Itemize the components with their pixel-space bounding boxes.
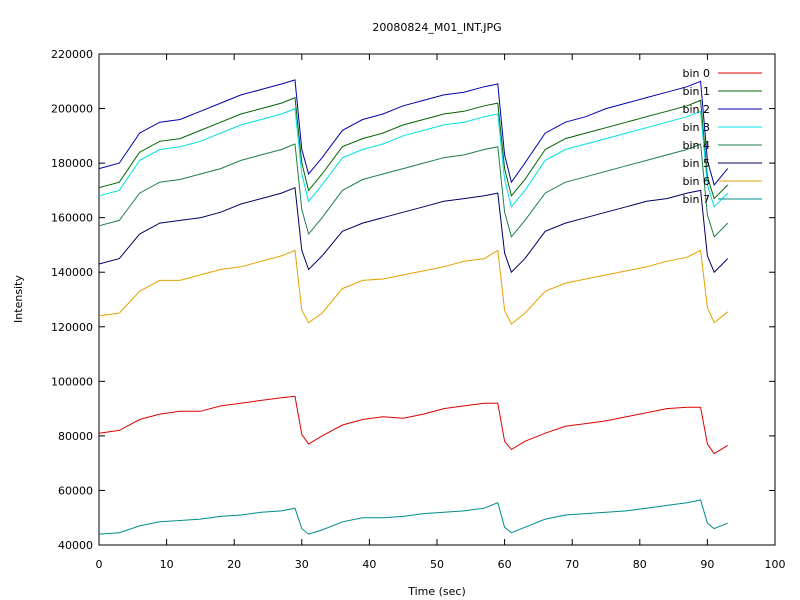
legend-label: bin 1 bbox=[682, 85, 710, 98]
y-tick-label: 80000 bbox=[58, 430, 93, 443]
y-tick-label: 160000 bbox=[51, 212, 93, 225]
x-axis-ticks: 0 10 20 30 40 50 60 70 80 90 100 bbox=[96, 54, 786, 571]
y-tick-label: 220000 bbox=[51, 48, 93, 61]
series-line-bin-6 bbox=[98, 249, 729, 325]
plot-border bbox=[98, 53, 776, 546]
y-axis-label: Intensity bbox=[12, 275, 25, 323]
series-layer bbox=[98, 79, 729, 535]
x-tick-label: 70 bbox=[565, 558, 579, 571]
x-tick-label: 50 bbox=[430, 558, 444, 571]
x-tick-label: 0 bbox=[96, 558, 103, 571]
x-tick-label: 10 bbox=[160, 558, 174, 571]
y-tick-label: 140000 bbox=[51, 266, 93, 279]
y-tick-label: 100000 bbox=[51, 375, 93, 388]
x-tick-label: 20 bbox=[227, 558, 241, 571]
legend-label: bin 6 bbox=[682, 175, 710, 188]
series-line-bin-5 bbox=[98, 186, 729, 274]
x-tick-label: 60 bbox=[498, 558, 512, 571]
y-tick-label: 180000 bbox=[51, 157, 93, 170]
y-tick-label: 200000 bbox=[51, 103, 93, 116]
x-tick-label: 40 bbox=[362, 558, 376, 571]
x-axis-label: Time (sec) bbox=[407, 585, 466, 598]
y-axis-ticks: 40000 60000 80000 100000 120000 140000 160000 1… bbox=[51, 48, 775, 552]
legend-label: bin 3 bbox=[682, 121, 710, 134]
x-tick-label: 80 bbox=[633, 558, 647, 571]
legend-label: bin 7 bbox=[682, 193, 710, 206]
legend: bin 0 bin 1 bin 2 bin 3 bin 4 bin 5 bin 6 bin 7 bbox=[682, 67, 762, 206]
series-line-bin-4 bbox=[98, 143, 729, 238]
series-line-bin-0 bbox=[98, 395, 728, 455]
x-tick-label: 100 bbox=[765, 558, 786, 571]
series-line-bin-2 bbox=[98, 79, 729, 186]
legend-label: bin 5 bbox=[682, 157, 710, 170]
series-line-bin-7 bbox=[98, 499, 728, 535]
legend-label: bin 0 bbox=[682, 67, 710, 80]
series-line-bin-1 bbox=[98, 96, 729, 200]
legend-label: bin 4 bbox=[682, 139, 710, 152]
plot-area bbox=[98, 53, 776, 546]
x-tick-label: 30 bbox=[295, 558, 309, 571]
x-tick-label: 90 bbox=[700, 558, 714, 571]
legend-label: bin 2 bbox=[682, 103, 710, 116]
y-tick-label: 40000 bbox=[58, 539, 93, 552]
y-tick-label: 60000 bbox=[58, 484, 93, 497]
y-tick-label: 120000 bbox=[51, 321, 93, 334]
chart-title: 20080824_M01_INT.JPG bbox=[372, 21, 501, 34]
series-line-bin-3 bbox=[98, 107, 729, 208]
